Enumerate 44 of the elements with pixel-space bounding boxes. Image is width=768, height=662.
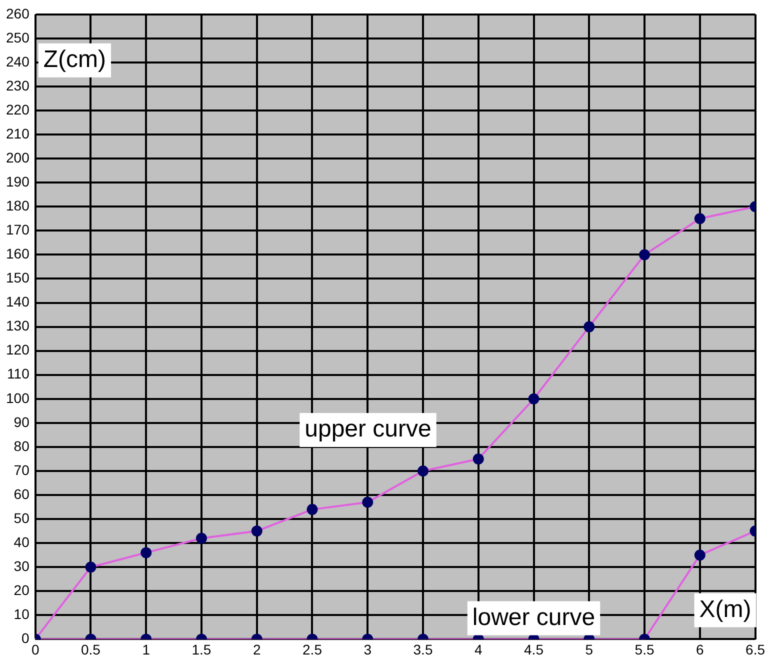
y-tick-label: 150 [6,270,30,286]
series-label: lower curve [472,604,596,631]
y-tick-label: 250 [6,29,30,46]
y-tick-label: 70 [14,462,30,478]
x-tick-label: 0.5 [81,641,101,658]
x-tick-label: 6 [696,641,704,658]
y-tick-label: 240 [6,53,30,70]
y-tick-label: 200 [6,149,30,166]
y-tick-label: 80 [14,438,30,454]
y-tick-label: 120 [6,342,30,358]
series-label: upper curve [304,416,432,443]
x-tick-label: 4 [474,641,482,658]
x-tick-label: 2 [252,641,261,658]
y-tick-label: 100 [6,390,30,406]
x-tick-label: 2.5 [302,641,322,658]
y-tick-label: 160 [6,246,30,262]
y-tick-label: 10 [14,606,30,622]
x-tick-label: 3 [364,641,372,658]
y-tick-label: 90 [14,414,30,430]
y-tick-label: 230 [6,77,30,94]
y-tick-label: 30 [14,558,30,574]
y-tick-label: 20 [14,582,30,598]
x-tick-label: 5 [585,641,594,658]
y-axis-title: Z(cm) [43,46,106,74]
y-tick-label: 50 [14,510,30,526]
y-tick-label: 260 [6,5,30,22]
y-tick-label: 170 [6,222,30,238]
y-tick-label: 210 [6,125,30,142]
x-tick-label: 5.5 [634,641,654,658]
x-tick-label: 1 [142,641,150,658]
y-tick-label: 140 [6,294,30,310]
x-tick-label: 6.5 [746,641,766,658]
x-axis-title: X(m) [699,596,752,623]
y-tick-label: 190 [6,173,30,190]
y-tick-label: 180 [6,198,30,214]
y-tick-label: 40 [14,534,30,550]
y-tick-label: 60 [14,486,30,502]
x-tick-label: 3.5 [413,641,433,658]
x-tick-label: 1.5 [192,641,212,658]
y-tick-label: 0 [22,630,30,646]
y-tick-label: 130 [6,318,30,334]
y-tick-label: 220 [6,101,30,118]
y-tick-label: 110 [7,366,30,382]
x-tick-label: 4.5 [524,641,544,658]
